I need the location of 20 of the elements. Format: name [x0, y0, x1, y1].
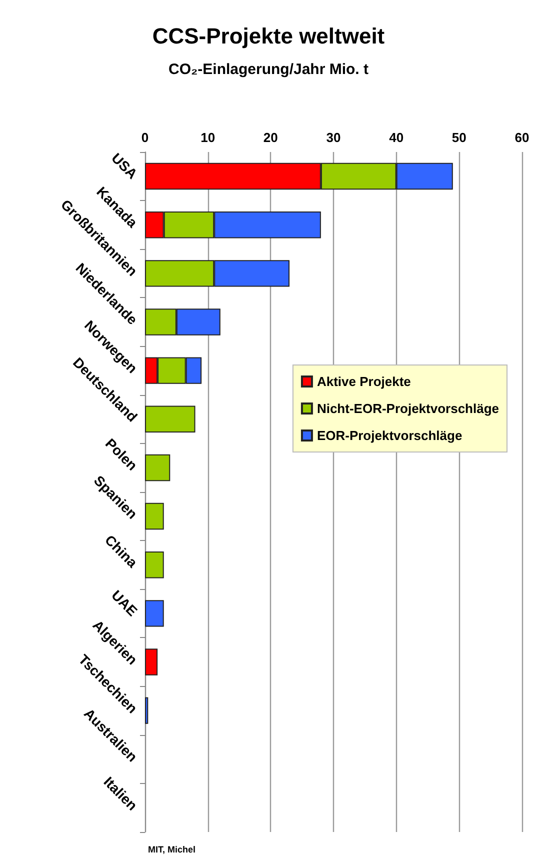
- chart-subtitle: CO₂-Einlagerung/Jahr Mio. t: [168, 61, 369, 78]
- x-tick-label: 0: [141, 130, 149, 145]
- bar: [145, 502, 164, 530]
- x-tick-label: 50: [452, 130, 466, 145]
- bar: [145, 406, 196, 432]
- legend-label: Nicht-EOR-Projektvorschläge: [316, 401, 499, 416]
- bar: [145, 648, 158, 676]
- legend-label: Aktive Projekte: [316, 374, 411, 389]
- text: MIT, Michel: [148, 844, 196, 854]
- x-tick-label: 40: [389, 130, 404, 145]
- x-tick-label: 20: [263, 130, 278, 145]
- bar: [145, 454, 170, 482]
- x-tick-label: 10: [200, 130, 216, 145]
- bar: [145, 697, 148, 724]
- x-tick-label: 60: [514, 130, 530, 145]
- chart-title: CCS-Projekte weltweit: [152, 24, 386, 48]
- bar: [145, 600, 164, 627]
- bar: [145, 552, 164, 578]
- legend-label: EOR-Projektvorschläge: [316, 428, 462, 443]
- x-tick-label: 30: [326, 130, 341, 145]
